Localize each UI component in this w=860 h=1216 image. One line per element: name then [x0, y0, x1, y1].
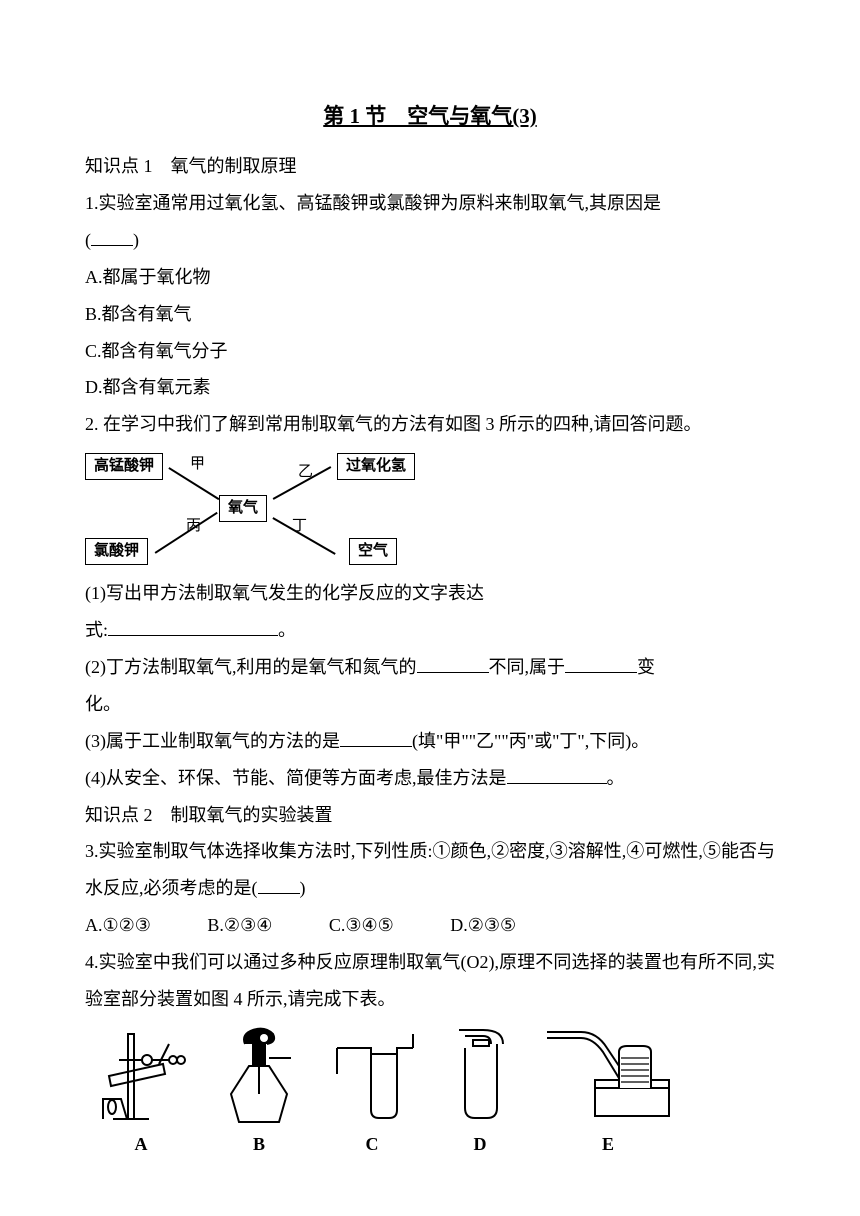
edge-label-ding: 丁: [292, 511, 307, 542]
apparatus-e: E: [543, 1024, 673, 1163]
q2-p4: (4)从安全、环保、节能、简便等方面考虑,最佳方法是 。: [85, 760, 775, 797]
edge-label-jia: 甲: [190, 449, 205, 480]
page-title: 第 1 节 空气与氧气(3): [85, 95, 775, 138]
q1-answer-blank[interactable]: [91, 226, 133, 246]
q2-stem: 2. 在学习中我们了解到常用制取氧气的方法有如图 3 所示的四种,请回答问题。: [85, 406, 775, 443]
label-a: A: [91, 1126, 191, 1163]
q2-p2-line2: 化。: [85, 686, 775, 723]
node-air: 空气: [349, 538, 397, 565]
q2-p1-blank[interactable]: [108, 616, 278, 636]
q2-p1-prefix: 式:: [85, 620, 108, 640]
q3-option-b: B.②③④: [207, 915, 272, 935]
node-kmn04: 高锰酸钾: [85, 453, 163, 480]
q2-p1-suffix: 。: [278, 620, 296, 640]
q3-option-c: C.③④⑤: [329, 915, 394, 935]
q3-option-a: A.①②③: [85, 915, 151, 935]
q2-p2-blank1[interactable]: [417, 653, 489, 673]
q2-p1-line1: (1)写出甲方法制取氧气发生的化学反应的文字表达: [85, 575, 775, 612]
label-d: D: [445, 1126, 515, 1163]
label-b: B: [219, 1126, 299, 1163]
node-kclo3: 氯酸钾: [85, 538, 148, 565]
q1-option-b: B.都含有氧气: [85, 296, 775, 333]
apparatus-d: D: [445, 1024, 515, 1163]
q1-stem: 1.实验室通常用过氧化氢、高锰酸钾或氯酸钾为原料来制取氧气,其原因是: [85, 185, 775, 222]
q3-paren-close: ): [300, 878, 306, 898]
q2-p2-blank2[interactable]: [565, 653, 637, 673]
apparatus-row: A B C: [91, 1024, 775, 1163]
q2-p4-blank[interactable]: [507, 764, 607, 784]
q2-p2c: 变: [637, 657, 655, 677]
q2-p4b: 。: [607, 768, 625, 788]
apparatus-b: B: [219, 1024, 299, 1163]
q1-option-c: C.都含有氧气分子: [85, 333, 775, 370]
q2-p3a: (3)属于工业制取氧气的方法的是: [85, 731, 340, 751]
q2-p2b: 不同,属于: [489, 657, 566, 677]
q2-p1-line2: 式: 。: [85, 612, 775, 649]
q2-p3b: (填"甲""乙""丙"或"丁",下同)。: [412, 731, 649, 751]
q3-option-d: D.②③⑤: [450, 915, 516, 935]
q2-p2a: (2)丁方法制取氧气,利用的是氧气和氮气的: [85, 657, 417, 677]
edge-label-yi: 乙: [298, 457, 313, 488]
node-o2: 氧气: [219, 495, 267, 522]
apparatus-c: C: [327, 1024, 417, 1163]
q2-p3: (3)属于工业制取氧气的方法的是 (填"甲""乙""丙"或"丁",下同)。: [85, 723, 775, 760]
q3-stem: 3.实验室制取气体选择收集方法时,下列性质:①颜色,②密度,③溶解性,④可燃性,…: [85, 833, 775, 907]
q2-p4a: (4)从安全、环保、节能、简便等方面考虑,最佳方法是: [85, 768, 507, 788]
q1-option-a: A.都属于氧化物: [85, 259, 775, 296]
q4-stem: 4.实验室中我们可以通过多种反应原理制取氧气(O2),原理不同选择的装置也有所不…: [85, 944, 775, 1018]
apparatus-a: A: [91, 1024, 191, 1163]
knowledge-point-2: 知识点 2 制取氧气的实验装置: [85, 797, 775, 834]
q2-p2: (2)丁方法制取氧气,利用的是氧气和氮气的 不同,属于 变: [85, 649, 775, 686]
q2-p3-blank[interactable]: [340, 727, 412, 747]
q1-option-d: D.都含有氧元素: [85, 369, 775, 406]
q3-options: A.①②③ B.②③④ C.③④⑤ D.②③⑤: [85, 907, 775, 944]
paren-close: ): [133, 230, 139, 250]
node-h2o2: 过氧化氢: [337, 453, 415, 480]
q3-text: 3.实验室制取气体选择收集方法时,下列性质:①颜色,②密度,③溶解性,④可燃性,…: [85, 841, 775, 898]
q1-paren: (): [85, 222, 775, 259]
knowledge-point-1: 知识点 1 氧气的制取原理: [85, 148, 775, 185]
q2-diagram: 高锰酸钾 过氧化氢 氯酸钾 空气 氧气 甲 乙 丙 丁: [85, 449, 415, 569]
label-e: E: [543, 1126, 673, 1163]
q3-answer-blank[interactable]: [258, 875, 300, 895]
edge-label-bing: 丙: [186, 511, 201, 542]
label-c: C: [327, 1126, 417, 1163]
